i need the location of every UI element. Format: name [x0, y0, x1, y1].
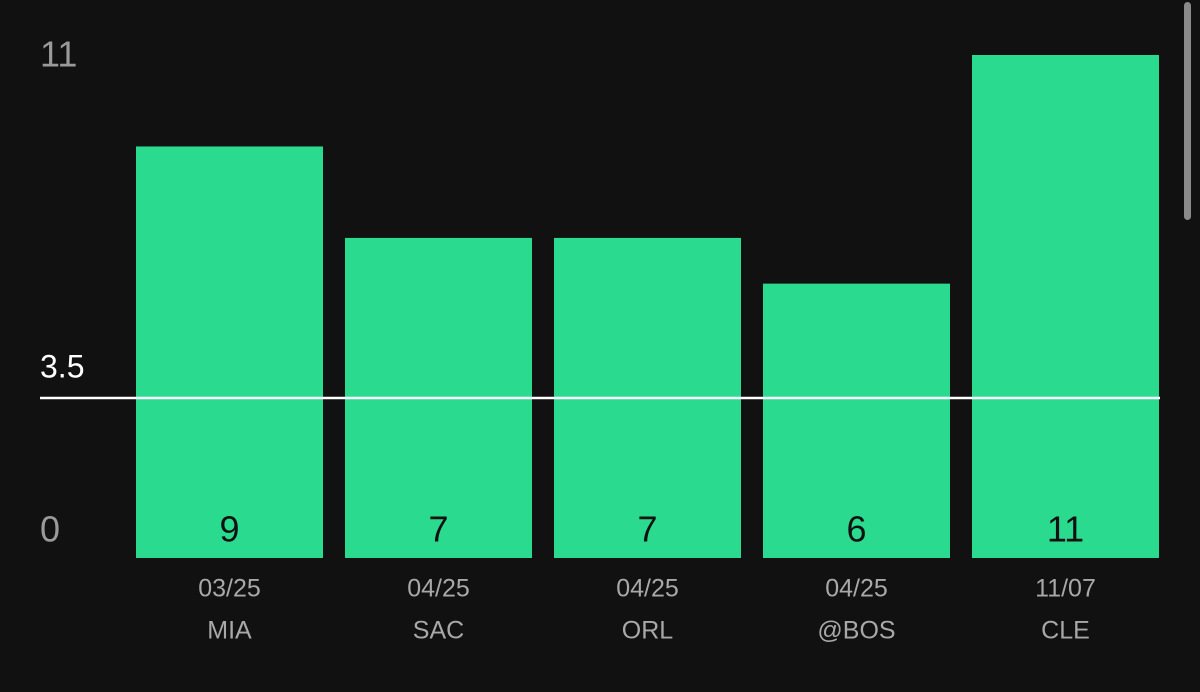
- value-label: 11: [1047, 509, 1084, 550]
- x-tick-label: 03/25: [198, 575, 261, 603]
- x-tick-label: 04/25: [825, 575, 888, 603]
- value-label: 7: [637, 509, 657, 550]
- opponent-label: ORL: [622, 617, 674, 645]
- opponent-label: MIA: [207, 617, 252, 645]
- opponent-label: @BOS: [817, 617, 895, 645]
- opponent-label: CLE: [1041, 617, 1090, 645]
- x-tick-label: 11/07: [1035, 575, 1096, 603]
- scrollbar[interactable]: [1184, 2, 1191, 220]
- y-tick-label: 0: [40, 509, 60, 550]
- value-label: 6: [846, 509, 866, 550]
- bar: [136, 146, 323, 559]
- threshold-label: 3.5: [40, 348, 84, 384]
- x-tick-label: 04/25: [407, 575, 470, 603]
- value-label: 9: [219, 509, 239, 550]
- opponent-label: SAC: [413, 617, 464, 645]
- value-label: 7: [428, 509, 448, 550]
- x-tick-label: 04/25: [616, 575, 679, 603]
- bar: [763, 283, 950, 558]
- bar: [972, 55, 1159, 558]
- y-tick-label: 11: [40, 34, 77, 75]
